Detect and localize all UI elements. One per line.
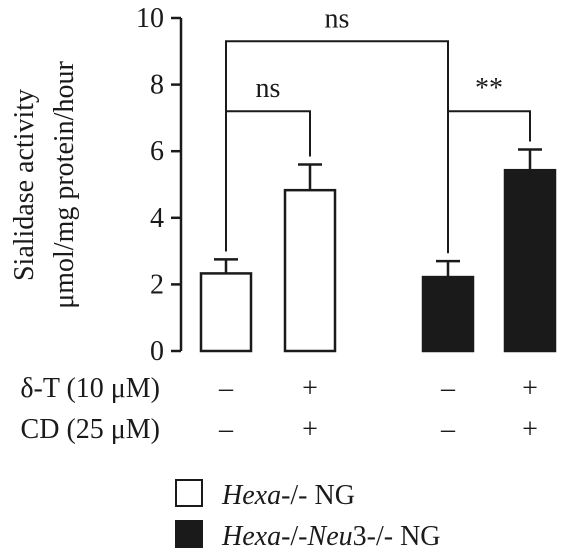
condition-value: – xyxy=(218,373,234,404)
legend: Hexa-/- NG Hexa-/-Neu3-/- NG xyxy=(175,479,441,552)
condition-value: + xyxy=(522,414,538,445)
y-tick-label: 6 xyxy=(150,136,164,167)
y-axis-label: Sialidase activity μmol/mg protein/hour xyxy=(9,61,80,309)
legend-swatch xyxy=(175,520,203,548)
y-axis-label-line1: Sialidase activity xyxy=(9,89,40,281)
y-tick-label: 4 xyxy=(150,203,164,234)
significance-bracket xyxy=(225,40,449,254)
bar xyxy=(199,272,253,353)
legend-label: Hexa-/-Neu3-/- NG xyxy=(221,521,441,552)
significance-label: ** xyxy=(475,73,503,104)
condition-label: δ-T (10 μM) xyxy=(20,373,160,404)
legend-swatch xyxy=(175,479,203,507)
bar xyxy=(421,275,475,353)
condition-label: CD (25 μM) xyxy=(21,414,160,445)
y-tick-label: 10 xyxy=(136,3,164,34)
condition-table: δ-T (10 μM) – + – + CD (25 μM) – + – + xyxy=(20,373,538,445)
bar xyxy=(503,168,557,353)
y-tick-label: 8 xyxy=(150,70,164,101)
bar xyxy=(283,188,337,353)
condition-value: – xyxy=(218,414,234,445)
significance-label: ns xyxy=(256,73,281,104)
y-axis-ticks: 0 2 4 6 8 10 xyxy=(136,3,181,367)
bars xyxy=(199,148,557,353)
significance-brackets: ns ** ns xyxy=(225,3,531,254)
condition-value: + xyxy=(302,414,318,445)
condition-value: – xyxy=(440,414,456,445)
condition-value: + xyxy=(302,373,318,404)
legend-label: Hexa-/- NG xyxy=(221,480,355,511)
y-axis-label-line2: μmol/mg protein/hour xyxy=(49,61,80,309)
condition-value: – xyxy=(440,373,456,404)
y-tick-label: 0 xyxy=(150,336,164,367)
condition-value: + xyxy=(522,373,538,404)
significance-label: ns xyxy=(325,3,350,34)
y-tick-label: 2 xyxy=(150,269,164,300)
